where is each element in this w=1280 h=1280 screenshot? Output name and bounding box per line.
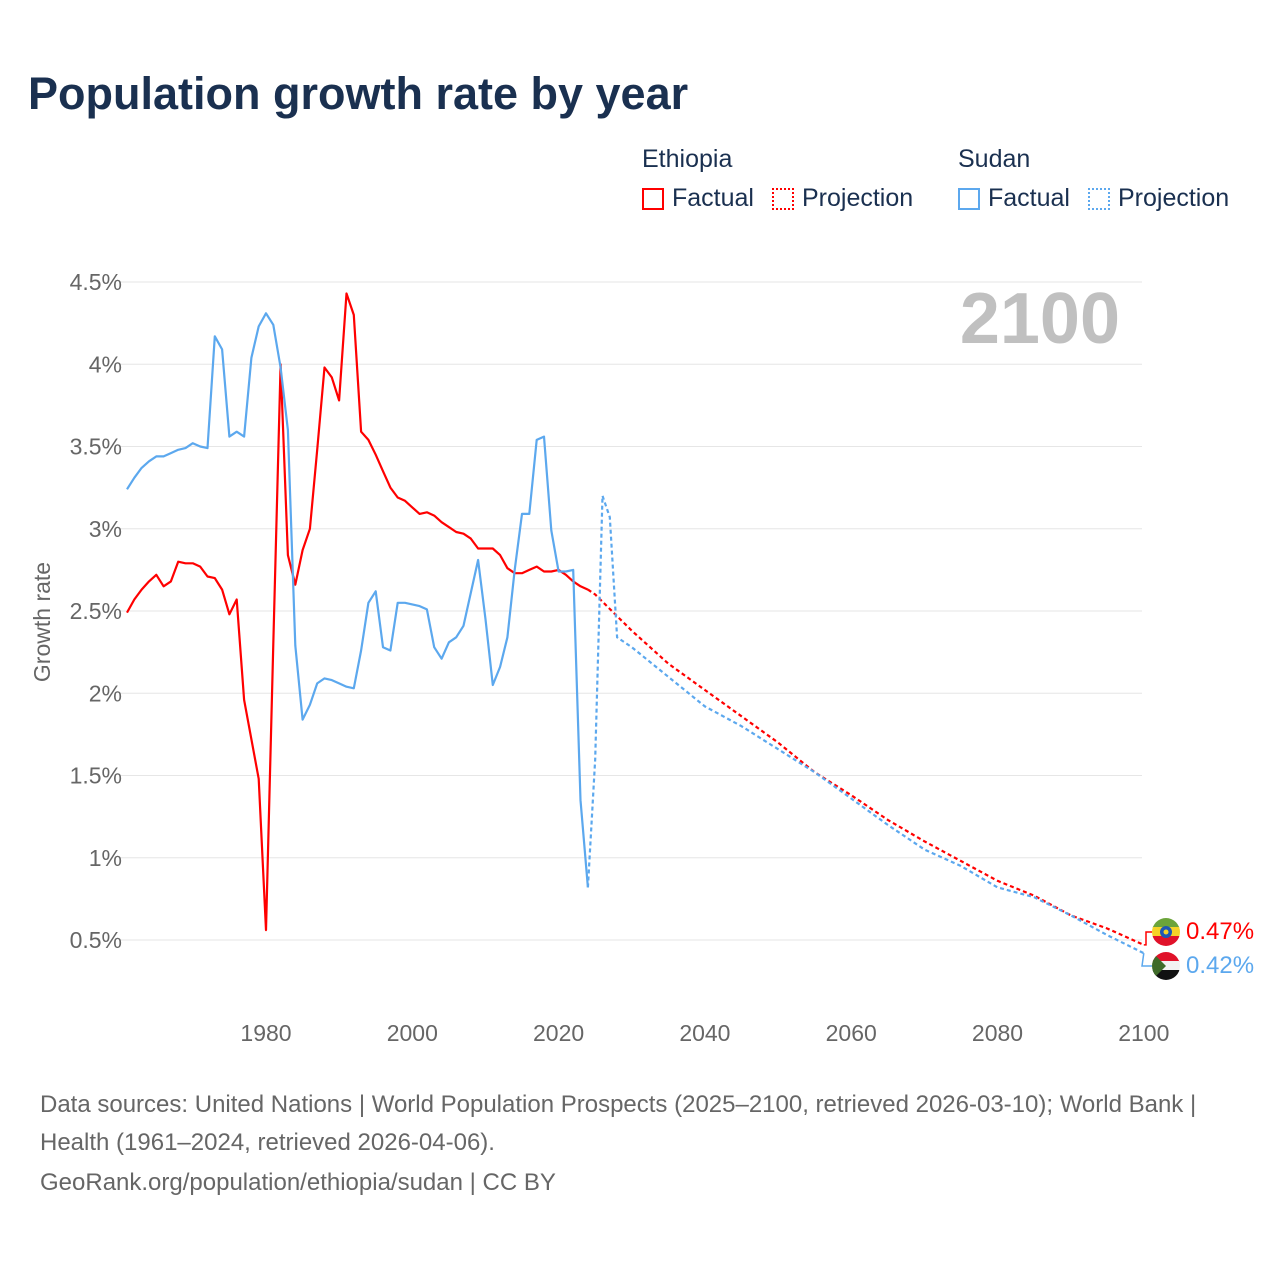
y-tick-label: 1% [89,845,122,871]
y-tick-label: 4% [89,351,122,377]
sudan-projection-line [586,495,1145,955]
ethiopia-flag-icon [1152,918,1180,946]
legend-swatch-projection [771,187,794,210]
sudan-factual-line [126,312,589,888]
y-tick-label: 0.5% [70,927,122,953]
y-tick-label: 3.5% [70,434,122,460]
sudan-label-connector [1141,953,1152,967]
legend-group-name: Ethiopia [642,145,733,173]
chart-title: Population growth rate by year [28,68,689,119]
x-tick-label: 2000 [387,1020,438,1046]
ethiopia-label-connector [1143,931,1152,946]
x-tick-label: 2100 [1118,1020,1169,1046]
legend-swatch-factual [958,187,980,210]
x-tick-label: 2060 [826,1020,877,1046]
y-tick-label: 3% [89,516,122,542]
ethiopia-projection-line [587,588,1145,946]
y-axis-label: Growth rate [29,562,55,682]
data-sources: Data sources: United Nations | World Pop… [40,1091,1197,1156]
legend-label-factual[interactable]: Factual [672,184,754,212]
legend-group-name: Sudan [958,145,1031,173]
legend-sudan: Sudan Factual Projection [958,145,1247,213]
year-watermark: 2100 [960,279,1120,359]
legend-label-projection[interactable]: Projection [1117,184,1230,212]
y-tick-label: 1.5% [70,763,122,789]
legend-ethiopia: Ethiopia Factual Projection [642,145,931,213]
x-tick-label: 2080 [972,1020,1023,1046]
x-tick-label: 2020 [533,1020,584,1046]
ethiopia-factual-line [126,292,589,932]
credit-link[interactable]: GeoRank.org/population/ethiopia/sudan | … [40,1169,556,1196]
legend-swatch-projection [1087,187,1110,210]
x-tick-label: 2040 [679,1020,730,1046]
ethiopia-end-label: 0.47% [1186,918,1254,945]
sudan-flag-icon [1152,952,1180,980]
y-tick-label: 2.5% [70,598,122,624]
legend-label-projection[interactable]: Projection [801,184,914,212]
y-tick-label: 4.5% [70,269,122,295]
y-tick-label: 2% [89,680,122,706]
legend-label-factual[interactable]: Factual [988,184,1070,212]
legend-swatch-factual [642,187,664,210]
x-tick-label: 1980 [240,1020,291,1046]
sudan-end-label: 0.42% [1186,952,1254,979]
